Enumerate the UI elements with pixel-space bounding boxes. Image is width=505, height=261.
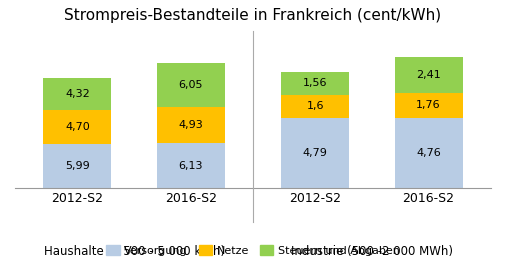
- Bar: [394, 118, 462, 188]
- Text: 4,32: 4,32: [65, 89, 90, 99]
- Bar: [281, 72, 348, 94]
- Text: Haushalte (2 500 - 5 000 kWh): Haushalte (2 500 - 5 000 kWh): [43, 245, 224, 258]
- Text: 6,13: 6,13: [178, 161, 203, 170]
- Text: 1,6: 1,6: [306, 101, 323, 111]
- Bar: [43, 78, 111, 110]
- Bar: [157, 63, 224, 107]
- Bar: [43, 144, 111, 188]
- Text: 4,70: 4,70: [65, 122, 90, 132]
- Text: 4,76: 4,76: [415, 148, 440, 158]
- Text: Industrie (500 -2 000 MWh): Industrie (500 -2 000 MWh): [290, 245, 452, 258]
- Text: 4,79: 4,79: [302, 148, 327, 158]
- Bar: [394, 57, 462, 93]
- Text: 6,05: 6,05: [178, 80, 203, 90]
- Text: 1,76: 1,76: [416, 100, 440, 110]
- Bar: [157, 107, 224, 143]
- Text: 5,99: 5,99: [65, 161, 90, 171]
- Bar: [281, 94, 348, 118]
- Bar: [394, 93, 462, 118]
- Bar: [43, 110, 111, 144]
- Bar: [281, 118, 348, 188]
- Legend: Versorgung, Netze, Steuern und Abgaben: Versorgung, Netze, Steuern und Abgaben: [102, 241, 403, 261]
- Text: 2,41: 2,41: [415, 70, 440, 80]
- Text: 4,93: 4,93: [178, 120, 203, 130]
- Text: 1,56: 1,56: [302, 78, 327, 88]
- Bar: [157, 143, 224, 188]
- Text: Strompreis-Bestandteile in Frankreich (cent/kWh): Strompreis-Bestandteile in Frankreich (c…: [64, 8, 441, 23]
